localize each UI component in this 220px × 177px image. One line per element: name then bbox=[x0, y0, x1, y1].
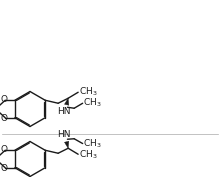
Text: O: O bbox=[1, 164, 8, 173]
Text: CH$_3$: CH$_3$ bbox=[83, 138, 102, 150]
Text: HN: HN bbox=[57, 130, 70, 139]
Polygon shape bbox=[64, 141, 69, 148]
Text: O: O bbox=[1, 95, 8, 104]
Text: O: O bbox=[1, 145, 8, 154]
Text: CH$_3$: CH$_3$ bbox=[79, 148, 97, 161]
Text: CH$_3$: CH$_3$ bbox=[79, 86, 97, 98]
Text: CH$_3$: CH$_3$ bbox=[83, 97, 102, 109]
Text: O: O bbox=[1, 114, 8, 123]
Text: HN: HN bbox=[57, 107, 70, 116]
Polygon shape bbox=[64, 98, 69, 105]
